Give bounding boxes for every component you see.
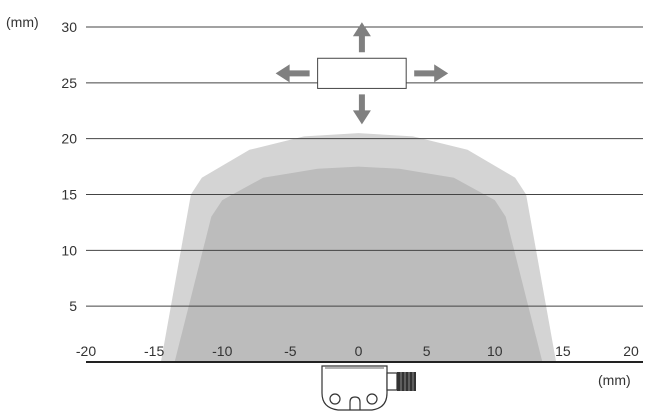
target-object <box>275 22 449 125</box>
y-tick-label: 15 <box>61 187 77 203</box>
y-tick-label: 30 <box>61 19 77 35</box>
x-tick-label: -20 <box>76 343 96 359</box>
arrow-up-icon <box>352 22 371 53</box>
x-tick-label: -5 <box>284 343 297 359</box>
y-tick-label: 25 <box>61 75 77 91</box>
proximity-sensor-icon <box>321 365 416 411</box>
x-tick-label: 20 <box>623 343 639 359</box>
y-tick-label: 10 <box>61 242 77 258</box>
y-tick-label: 20 <box>61 131 77 147</box>
x-tick-label: 10 <box>487 343 503 359</box>
x-tick-label: -10 <box>212 343 232 359</box>
arrow-right-icon <box>414 64 449 83</box>
y-tick-label: 5 <box>69 298 77 314</box>
arrow-down-icon <box>352 94 371 125</box>
arrow-left-icon <box>275 64 310 83</box>
x-tick-label: -15 <box>144 343 164 359</box>
x-unit-label: (mm) <box>598 372 631 388</box>
x-tick-label: 0 <box>355 343 363 359</box>
detection-area-inner <box>174 166 543 362</box>
x-tick-label: 5 <box>423 343 431 359</box>
x-tick-label: 15 <box>555 343 571 359</box>
target-rectangle <box>317 57 407 89</box>
y-unit-label: (mm) <box>6 14 39 30</box>
